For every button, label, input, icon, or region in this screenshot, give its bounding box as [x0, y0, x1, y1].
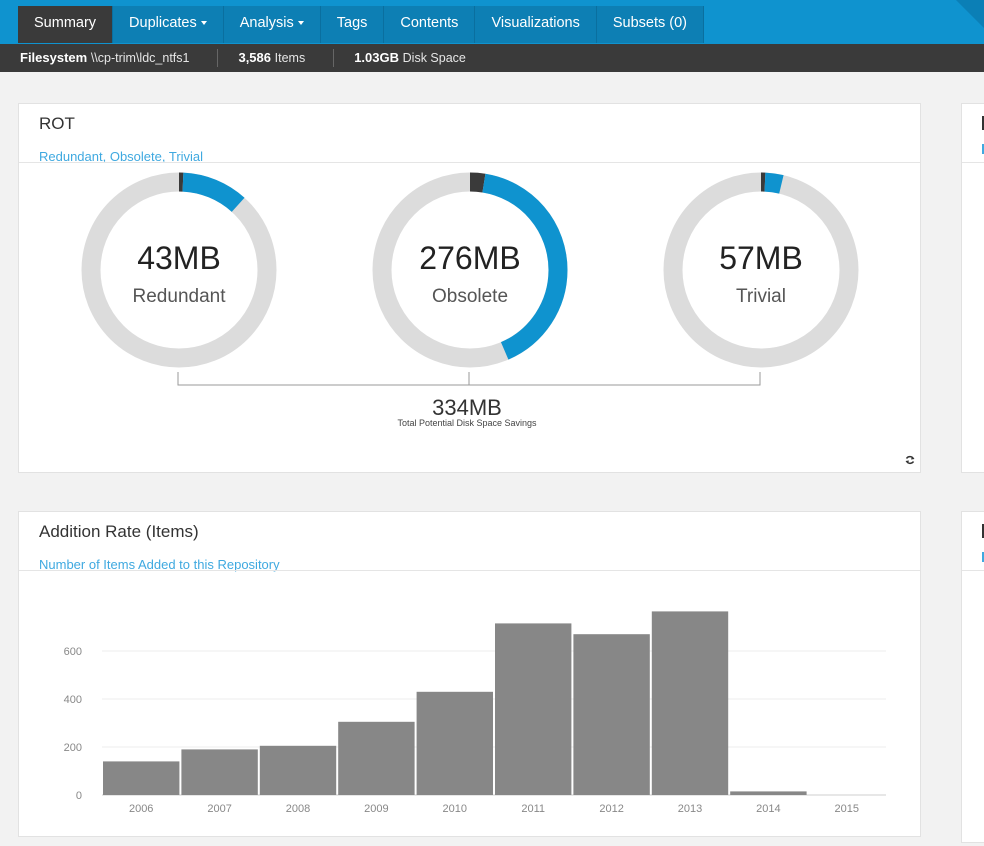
refresh-icon[interactable]: [905, 455, 915, 465]
bar-2010[interactable]: [416, 691, 493, 795]
disk-space-value: 1.03GB: [354, 50, 400, 65]
items-info: 3,586 Items: [218, 49, 335, 67]
x-tick-label: 2008: [286, 803, 310, 815]
x-tick-label: 2011: [521, 803, 545, 815]
bar-2012[interactable]: [573, 634, 650, 795]
items-label: Items: [274, 51, 306, 65]
addition-rate-title: Addition Rate (Items): [39, 522, 199, 541]
y-tick-label: 0: [76, 790, 82, 802]
x-tick-label: 2007: [207, 803, 231, 815]
donut-start-marker: [81, 172, 277, 368]
donut-start-marker: [663, 172, 859, 368]
x-tick-label: 2006: [129, 803, 153, 815]
bar-2007[interactable]: [181, 749, 258, 795]
tab-summary[interactable]: Summary: [18, 6, 114, 43]
x-tick-label: 2014: [756, 803, 780, 815]
tab-label: Duplicates: [129, 15, 197, 31]
donut-redundant[interactable]: 43MB Redundant: [81, 172, 277, 368]
y-tick-label: 400: [64, 694, 82, 706]
tab-label: Analysis: [239, 15, 294, 31]
donut-value: 276MB: [419, 240, 520, 276]
total-savings-label: Total Potential Disk Space Savings: [397, 418, 537, 428]
tab-label: Subsets (0): [612, 15, 687, 31]
bar-2008[interactable]: [259, 745, 337, 795]
items-count: 3,586: [238, 50, 272, 65]
y-tick-label: 600: [64, 646, 82, 658]
donut-label: Trivial: [736, 286, 786, 307]
donut-start-marker: [372, 172, 568, 368]
total-savings-value: 334MB: [432, 395, 502, 420]
tab-contents[interactable]: Contents: [384, 6, 476, 43]
filesystem-label: Filesystem: [20, 50, 88, 65]
caret-down-icon: [200, 21, 207, 26]
top-navigation: Summary Duplicates Analysis Tags Contents Vis…: [0, 0, 984, 44]
rot-donut-charts: 43MB Redundant 276MB Obsolete 57MB Trivial 33…: [81, 172, 915, 465]
disk-space-label: Disk Space: [402, 51, 466, 65]
donut-value: 57MB: [719, 240, 803, 276]
donut-label: Redundant: [133, 286, 227, 307]
donut-label: Obsolete: [432, 286, 508, 307]
addition-rate-card: Addition Rate (Items) Number of Items Ad…: [19, 512, 920, 836]
disk-space-info: 1.03GB Disk Space: [334, 49, 494, 67]
bar-2011[interactable]: [495, 623, 572, 795]
tab-label: Visualizations: [491, 15, 580, 31]
nav-corner-decoration: [956, 0, 984, 28]
x-tick-label: 2012: [599, 803, 623, 815]
addition-header-divider: [19, 570, 920, 571]
tab-subsets-0[interactable]: Subsets (0): [596, 6, 704, 43]
tab-tags[interactable]: Tags: [320, 6, 385, 43]
tab-analysis[interactable]: Analysis: [223, 6, 321, 43]
donut-obsolete[interactable]: 276MB Obsolete: [372, 172, 568, 368]
rot-title: ROT: [39, 114, 75, 133]
caret-down-icon: [297, 21, 304, 26]
rot-card: ROT Redundant, Obsolete, Trivial 43MB Red…: [19, 104, 920, 472]
filesystem-info: Filesystem \\cp-trim\ldc_ntfs1: [0, 49, 219, 67]
tab-label: Contents: [400, 15, 459, 31]
rot-subtitle[interactable]: Redundant, Obsolete, Trivial: [39, 149, 204, 164]
x-tick-label: 2010: [443, 803, 467, 815]
filesystem-path: \\cp-trim\ldc_ntfs1: [90, 51, 190, 65]
donut-value-arc: [372, 172, 568, 368]
x-tick-label: 2009: [364, 803, 388, 815]
bar-2014[interactable]: [730, 791, 807, 795]
addition-rate-bar-chart: 2006 2007 2008 2009 2010 2011 2012 2013 2014 2015…: [64, 611, 886, 815]
y-tick-label: 200: [64, 742, 82, 754]
tab-duplicates[interactable]: Duplicates: [113, 6, 224, 43]
addition-rate-subtitle[interactable]: Number of Items Added to this Repository: [39, 557, 280, 572]
bar-2006[interactable]: [103, 761, 180, 795]
donut-trivial[interactable]: 57MB Trivial: [663, 172, 859, 368]
bar-2009[interactable]: [338, 721, 415, 795]
x-tick-label: 2013: [678, 803, 702, 815]
x-tick-label: 2015: [835, 803, 859, 815]
rot-header-divider: [19, 162, 920, 163]
tab-label: Tags: [336, 15, 368, 31]
tab-label: Summary: [34, 15, 97, 31]
repository-info-bar: Filesystem \\cp-trim\ldc_ntfs1 3,586 Ite…: [0, 44, 984, 72]
tab-visualizations[interactable]: Visualizations: [475, 6, 597, 43]
right-card-peek-top: [962, 104, 984, 472]
donut-value: 43MB: [137, 240, 221, 276]
right-card-peek-bottom: [962, 512, 984, 842]
total-bracket: [177, 372, 761, 386]
bar-2013[interactable]: [651, 611, 729, 795]
nav-tabs: Summary Duplicates Analysis Tags Contents Vis…: [18, 6, 704, 44]
